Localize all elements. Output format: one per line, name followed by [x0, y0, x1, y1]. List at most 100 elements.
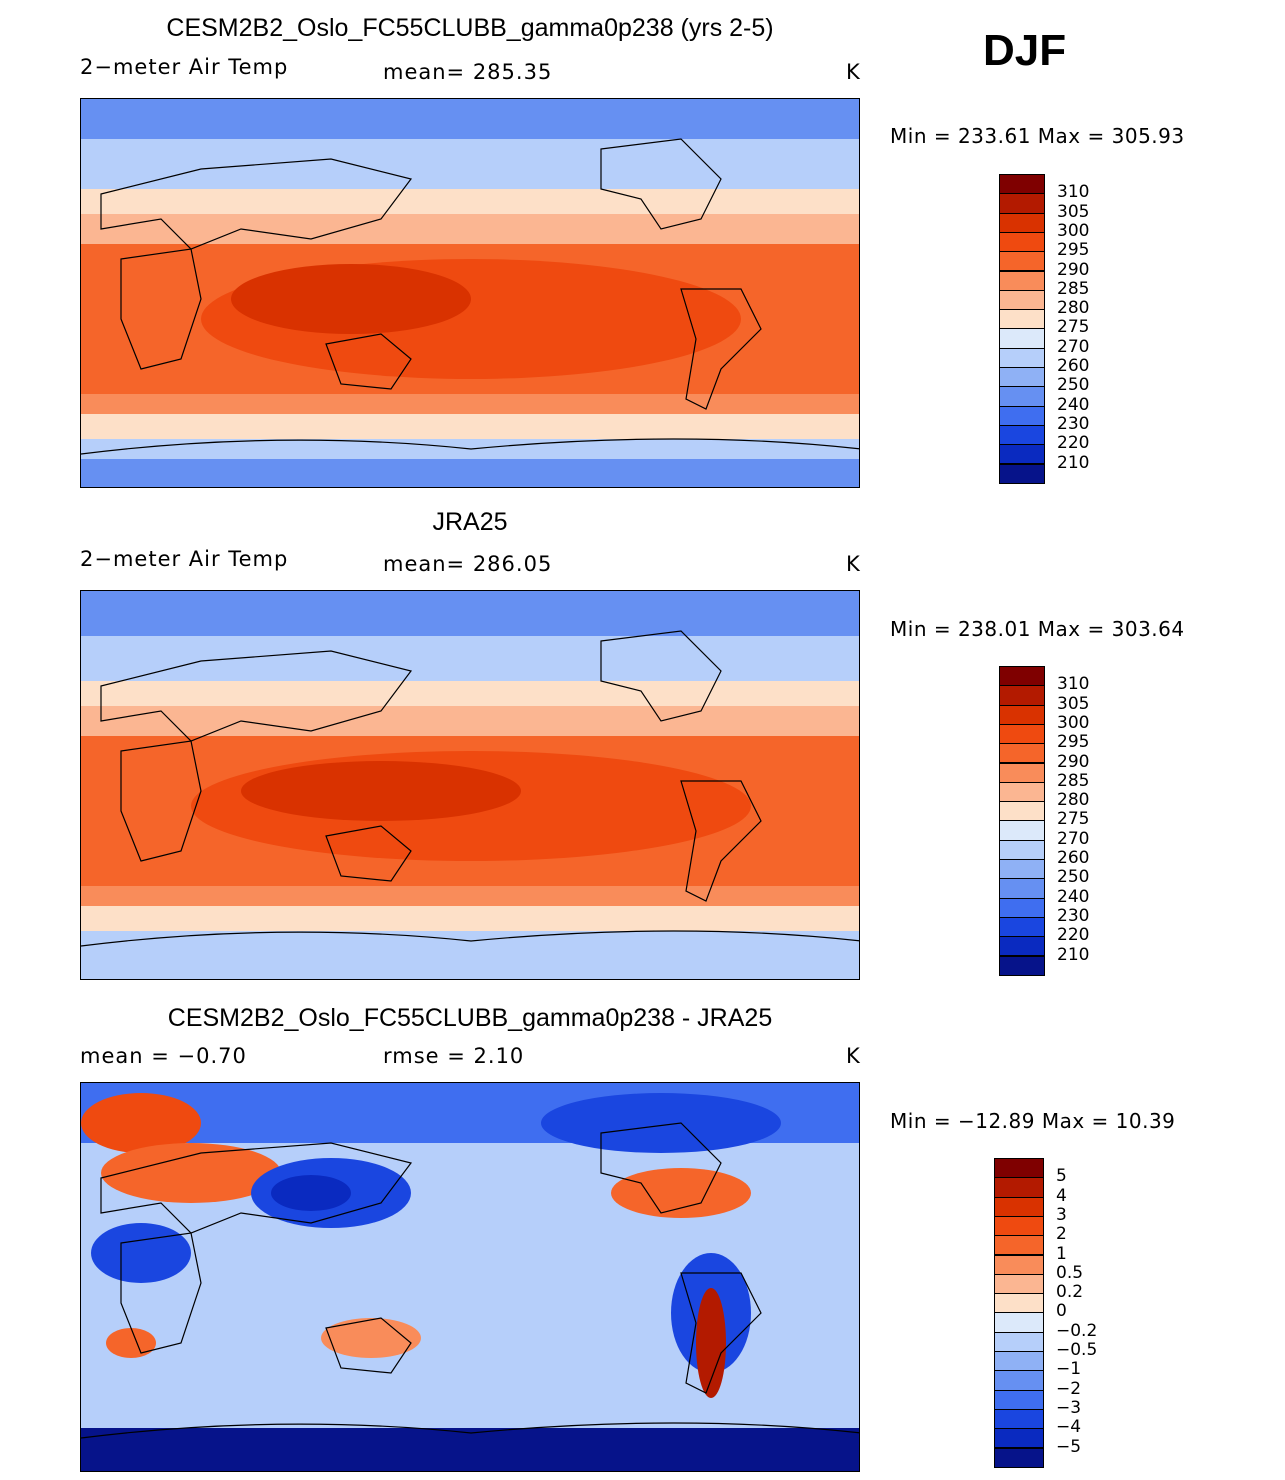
colorbar-label: 210 — [1057, 944, 1090, 965]
colorbar-box — [999, 328, 1045, 349]
colorbar-box — [999, 878, 1045, 899]
panel-3-title: CESM2B2_Oslo_FC55CLUBB_gamma0p238 - JRA2… — [167, 1004, 773, 1032]
colorbar-box — [994, 1447, 1044, 1468]
colorbar-box — [994, 1428, 1044, 1449]
colorbar-box — [999, 801, 1045, 822]
colorbar-label: 285 — [1057, 770, 1090, 791]
colorbar-box — [999, 916, 1045, 938]
colorbar-box — [999, 386, 1045, 407]
panel-1-units: K — [846, 60, 861, 84]
colorbar-box — [999, 839, 1045, 860]
colorbar-label: 310 — [1057, 182, 1090, 203]
colorbar-box — [994, 1254, 1044, 1275]
colorbar-label: 240 — [1057, 886, 1090, 907]
colorbar-box — [999, 309, 1045, 330]
colorbar-label: 230 — [1057, 413, 1090, 434]
season-label: DJF — [983, 26, 1067, 75]
colorbar-label: 3 — [1056, 1204, 1067, 1225]
colorbar-box — [999, 405, 1045, 426]
panel-2-variable: 2−meter Air Temp — [80, 547, 289, 571]
colorbar-box — [999, 820, 1045, 841]
colorbar-box — [999, 743, 1045, 764]
panel-1-map — [80, 98, 860, 488]
colorbar-box — [999, 193, 1045, 214]
colorbar-label: −5 — [1056, 1436, 1082, 1457]
colorbar-box — [994, 1196, 1044, 1217]
panel-1-variable: 2−meter Air Temp — [80, 55, 289, 79]
colorbar-box — [994, 1331, 1044, 1352]
colorbar-label: −1 — [1056, 1359, 1082, 1380]
colorbar-box — [994, 1158, 1044, 1179]
colorbar-label: 0.5 — [1056, 1262, 1084, 1283]
colorbar-label: 240 — [1057, 394, 1090, 415]
panel-3-mean: mean = −0.70 — [80, 1044, 247, 1068]
colorbar-box — [999, 231, 1045, 253]
panel-2-units: K — [846, 552, 861, 576]
colorbar-label: 260 — [1057, 356, 1090, 376]
colorbar-label: 0.2 — [1056, 1282, 1084, 1303]
colorbar-box — [999, 666, 1045, 687]
colorbar-box — [999, 444, 1045, 465]
colorbar-label: 275 — [1057, 809, 1090, 830]
colorbar-label: 295 — [1057, 240, 1090, 261]
colorbar-box — [994, 1389, 1044, 1410]
colorbar-label: −3 — [1056, 1397, 1082, 1418]
temperature-field-map — [81, 99, 859, 487]
colorbar-label: 270 — [1057, 828, 1090, 849]
panel-2-minmax: Min = 238.01 Max = 303.64 — [890, 617, 1185, 641]
colorbar-box — [999, 270, 1045, 291]
colorbar-label: 285 — [1057, 278, 1090, 299]
colorbar-box — [999, 955, 1045, 976]
panel-2-title: JRA25 — [432, 508, 508, 536]
colorbar-box — [999, 289, 1045, 311]
panel-3-map — [80, 1082, 860, 1472]
colorbar-label: 250 — [1057, 867, 1090, 888]
colorbar-label: 300 — [1057, 220, 1090, 241]
colorbar-label: 290 — [1057, 751, 1090, 772]
colorbar-label: 300 — [1057, 712, 1090, 733]
colorbar-box — [994, 1177, 1044, 1198]
colorbar-label: 210 — [1057, 452, 1090, 473]
colorbar-box — [994, 1235, 1044, 1256]
panel-2-map — [80, 590, 860, 980]
colorbar-box — [994, 1351, 1044, 1372]
colorbar-label: 230 — [1057, 905, 1090, 926]
colorbar-box — [999, 762, 1045, 783]
colorbar-label: 280 — [1057, 790, 1090, 811]
colorbar-label: 2 — [1056, 1224, 1067, 1245]
colorbar-label: 220 — [1057, 925, 1090, 946]
colorbar-box — [994, 1370, 1044, 1391]
colorbar-box — [999, 347, 1045, 368]
colorbar-box — [994, 1273, 1044, 1295]
colorbar-label: −0.5 — [1056, 1340, 1098, 1360]
colorbar-box — [994, 1312, 1044, 1333]
colorbar-label: −4 — [1056, 1417, 1082, 1438]
colorbar-label: 1 — [1056, 1243, 1067, 1264]
colorbar-box — [999, 704, 1045, 725]
colorbar-box — [999, 174, 1045, 195]
panel-3-minmax: Min = −12.89 Max = 10.39 — [890, 1109, 1176, 1133]
colorbar-label: 4 — [1056, 1185, 1067, 1206]
colorbar-box — [999, 685, 1045, 706]
colorbar-label: −0.2 — [1056, 1320, 1098, 1341]
colorbar-label: 260 — [1057, 848, 1090, 868]
colorbar-label: 295 — [1057, 732, 1090, 753]
panel-2-mean: mean= 286.05 — [383, 552, 553, 576]
colorbar-label: 220 — [1057, 433, 1090, 454]
colorbar-box — [999, 781, 1045, 803]
colorbar-box — [999, 463, 1045, 484]
colorbar-box — [999, 212, 1045, 233]
colorbar-label: 280 — [1057, 298, 1090, 319]
colorbar-label: −2 — [1056, 1378, 1082, 1399]
colorbar-box — [999, 859, 1045, 880]
temperature-field-map — [81, 591, 859, 979]
colorbar-label: 310 — [1057, 674, 1090, 695]
colorbar-label: 5 — [1056, 1166, 1067, 1187]
colorbar-label: 290 — [1057, 259, 1090, 280]
colorbar-label: 275 — [1057, 317, 1090, 338]
colorbar-box — [999, 897, 1045, 918]
colorbar-box — [994, 1293, 1044, 1314]
colorbar-label: 270 — [1057, 336, 1090, 357]
colorbar-box — [999, 251, 1045, 272]
colorbar-box — [994, 1215, 1044, 1237]
